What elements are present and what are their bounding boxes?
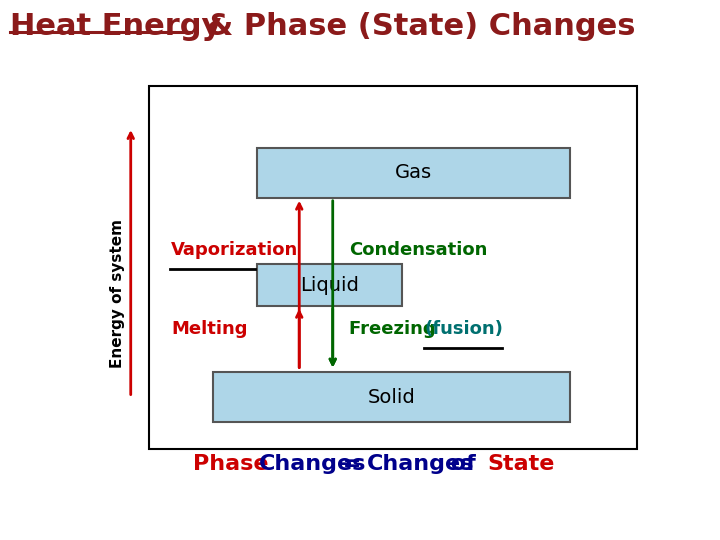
Bar [258, 265, 402, 306]
Bar [213, 373, 570, 422]
Text: Solid: Solid [367, 388, 415, 407]
Text: Heat Energy: Heat Energy [10, 12, 222, 41]
Text: & Phase (State) Changes: & Phase (State) Changes [196, 12, 635, 41]
Text: Melting: Melting [171, 320, 248, 338]
Bar [148, 85, 637, 449]
Text: Changes: Changes [367, 454, 474, 474]
Text: of: of [444, 454, 484, 474]
Text: Condensation: Condensation [349, 241, 488, 259]
Text: (fusion): (fusion) [425, 320, 504, 338]
Text: Freezing: Freezing [349, 320, 442, 338]
Text: =: = [335, 454, 369, 474]
Text: Energy of system: Energy of system [110, 219, 125, 368]
Text: Liquid: Liquid [300, 276, 359, 295]
Text: Vaporization: Vaporization [171, 241, 298, 259]
Text: State: State [487, 454, 554, 474]
Text: Gas: Gas [395, 164, 432, 183]
Bar [258, 148, 570, 198]
Text: Phase: Phase [193, 454, 276, 474]
Text: Changes: Changes [258, 454, 366, 474]
